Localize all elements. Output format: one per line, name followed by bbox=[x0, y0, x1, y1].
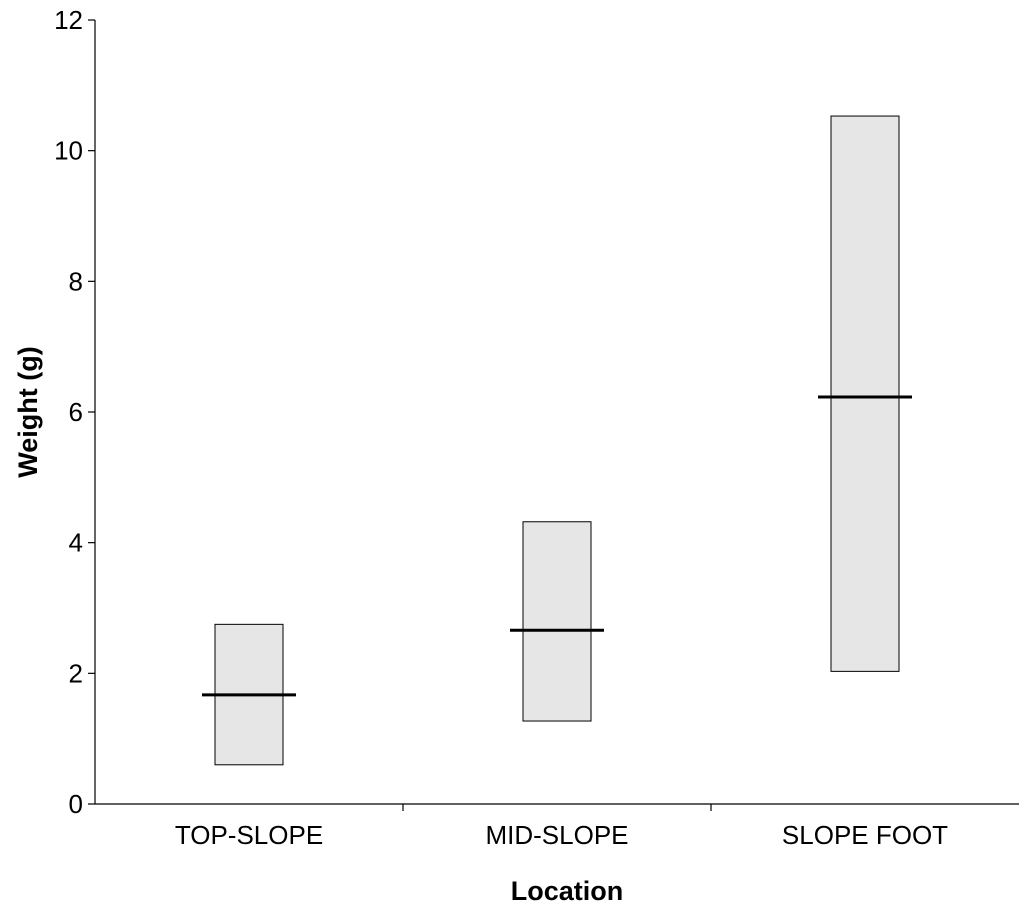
range-marks bbox=[202, 115, 912, 766]
x-ticks: TOP-SLOPE MID-SLOPE SLOPE FOOT bbox=[175, 804, 948, 850]
y-tick-label: 8 bbox=[69, 266, 83, 296]
y-ticks: 0 2 4 6 8 10 12 bbox=[54, 5, 95, 819]
y-tick-label: 0 bbox=[69, 789, 83, 819]
y-tick-label: 10 bbox=[54, 136, 83, 166]
range-box bbox=[522, 521, 592, 722]
x-tick-label: SLOPE FOOT bbox=[782, 820, 948, 850]
y-tick-label: 12 bbox=[54, 5, 83, 35]
range-box bbox=[830, 115, 900, 672]
y-tick-label: 6 bbox=[69, 397, 83, 427]
y-axis-title: Weight (g) bbox=[13, 346, 43, 477]
x-tick-label: MID-SLOPE bbox=[485, 820, 628, 850]
y-tick-label: 4 bbox=[69, 528, 83, 558]
x-axis-title: Location bbox=[511, 876, 624, 906]
y-tick-label: 2 bbox=[69, 658, 83, 688]
x-tick-label: TOP-SLOPE bbox=[175, 820, 323, 850]
